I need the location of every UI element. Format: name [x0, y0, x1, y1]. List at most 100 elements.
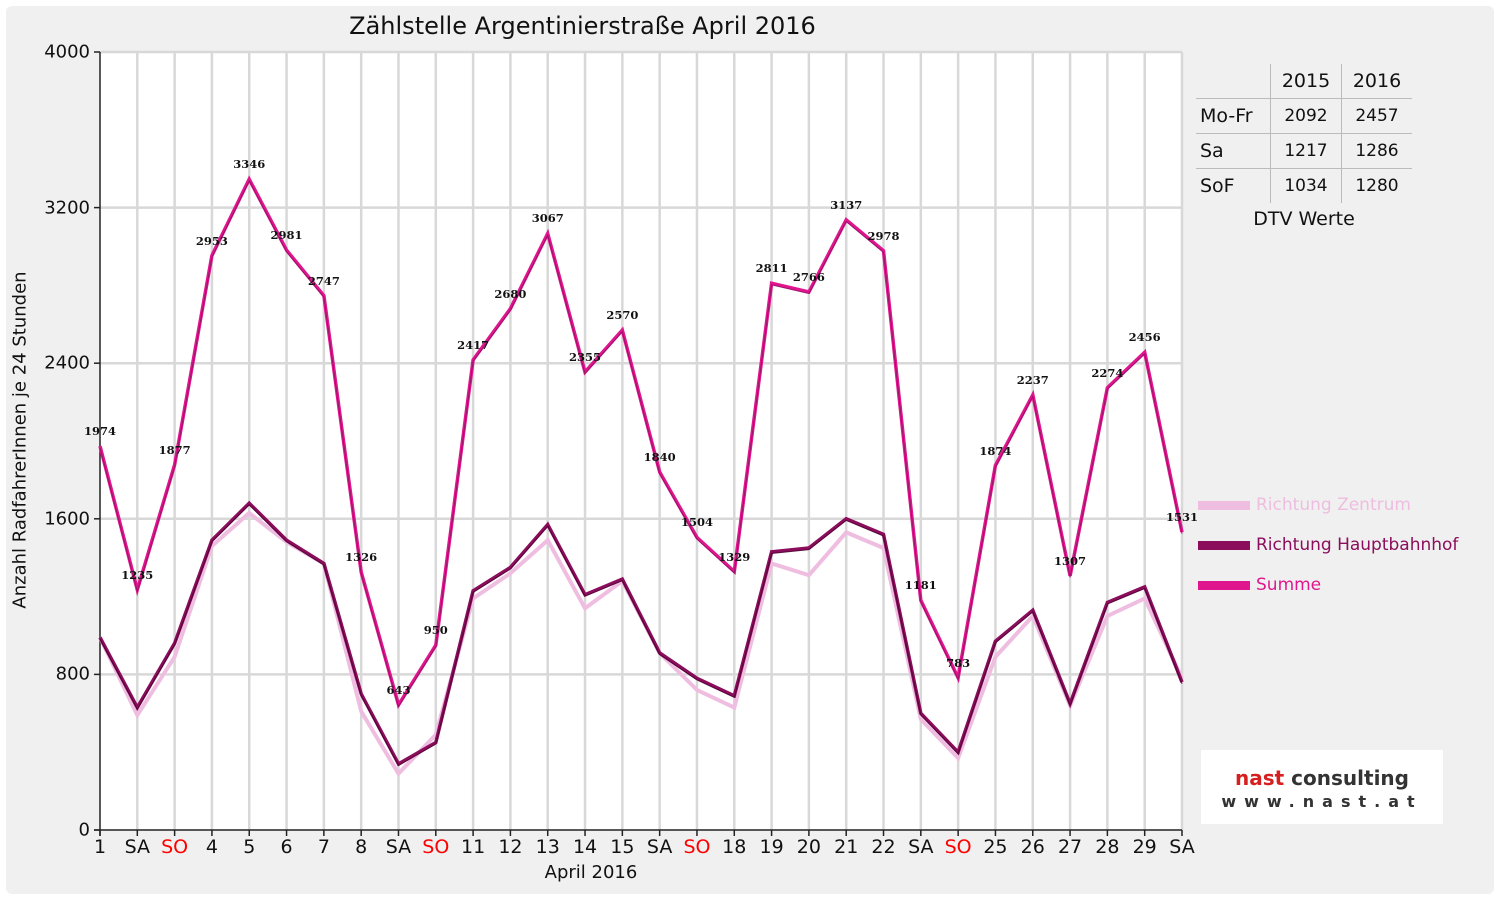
- data-label: 1235: [121, 567, 154, 582]
- data-label: 3137: [830, 197, 863, 212]
- dtv-row-sof: SoF 1034 1280: [1196, 168, 1412, 203]
- axes: [94, 51, 1183, 836]
- data-label: 1181: [904, 578, 937, 593]
- data-label: 2747: [307, 273, 340, 288]
- x-tick-label: 6: [280, 836, 293, 858]
- dtv-header-empty: [1196, 64, 1271, 99]
- dtv-row-sa: Sa 1217 1286: [1196, 133, 1412, 169]
- x-tick-label: 1: [93, 836, 107, 858]
- x-tick-label: 21: [834, 836, 859, 858]
- legend-swatch: [1198, 580, 1250, 590]
- data-label: 1326: [345, 550, 378, 565]
- dtv-header-2015: 2015: [1270, 64, 1342, 99]
- x-tick-label: 7: [317, 836, 330, 858]
- x-tick-label: 20: [796, 836, 821, 858]
- x-tick-label: SA: [908, 836, 934, 858]
- dtv-row-mofr: Mo-Fr 2092 2457: [1196, 98, 1412, 134]
- dtv-header-2016: 2016: [1341, 64, 1412, 99]
- data-label: 950: [423, 623, 448, 638]
- x-tick-label: 4: [205, 836, 218, 858]
- data-label: 1531: [1165, 510, 1199, 525]
- dtv-value-2015: 1217: [1270, 133, 1342, 169]
- y-tick-label: 1600: [44, 508, 90, 530]
- legend-label: Summe: [1256, 575, 1322, 595]
- y-tick-label: 4000: [44, 41, 90, 63]
- data-label: 2953: [195, 233, 228, 248]
- x-tick-label: 22: [871, 836, 896, 858]
- x-tick-label: 15: [610, 836, 635, 858]
- dtv-table: 2015 2016 Mo-Fr 2092 2457 Sa 1217 1286 S…: [1196, 64, 1412, 203]
- data-label: 2766: [792, 270, 825, 284]
- y-tick-label: 0: [78, 819, 90, 841]
- data-label: 783: [946, 655, 971, 670]
- x-tick-label: 27: [1057, 836, 1083, 858]
- logo-name: nast consulting: [1201, 766, 1443, 790]
- x-tick-label: SO: [683, 836, 711, 858]
- legend-label: Richtung Zentrum: [1256, 495, 1411, 515]
- data-label: 2355: [569, 349, 602, 364]
- legend-label: Richtung Hauptbahnhof: [1256, 535, 1459, 555]
- data-label: 1877: [158, 442, 191, 457]
- series-edge-summe: [99, 179, 1183, 708]
- data-label: 2570: [606, 308, 639, 323]
- data-label: 2811: [755, 261, 788, 276]
- legend-item-hauptbahnhof: Richtung Hauptbahnhof: [1198, 534, 1458, 556]
- dtv-value-2016: 1286: [1341, 133, 1412, 169]
- data-label: 2237: [1016, 372, 1049, 387]
- dtv-caption: DTV Werte: [1253, 208, 1355, 230]
- logo-name-part2: consulting: [1291, 766, 1409, 790]
- x-tick-label: 5: [243, 836, 256, 858]
- x-tick-label: 11: [461, 836, 486, 858]
- y-tick-label: 800: [55, 663, 90, 685]
- x-tick-label: 19: [759, 836, 784, 858]
- y-tick-label: 2400: [44, 352, 90, 374]
- series-edge-richtung-hauptbahnhof: [99, 504, 1183, 767]
- series-line-richtung-hauptbahnhof: [98, 500, 1184, 767]
- dtv-row-label: SoF: [1196, 168, 1271, 203]
- series-lines: [98, 175, 1184, 777]
- legend-item-summe: Summe: [1198, 574, 1321, 596]
- x-tick-label: SA: [646, 836, 673, 858]
- x-tick-label: 8: [355, 836, 368, 858]
- data-label: 2680: [494, 286, 527, 301]
- x-tick-label: SA: [1169, 836, 1195, 858]
- data-label: 2981: [270, 228, 303, 243]
- y-tick-label: 3200: [44, 197, 90, 219]
- data-label: 1329: [718, 549, 751, 564]
- legend-swatch: [1198, 500, 1250, 510]
- x-tick-label: SO: [161, 836, 189, 858]
- dtv-row-label: Mo-Fr: [1196, 98, 1271, 134]
- x-tick-label: 29: [1132, 836, 1157, 858]
- x-tick-label: 28: [1095, 836, 1120, 858]
- data-label: 2456: [1128, 330, 1161, 345]
- x-tick-label: 26: [1020, 836, 1045, 858]
- data-label: 1874: [979, 443, 1012, 458]
- dtv-value-2016: 2457: [1341, 98, 1412, 134]
- data-label: 3346: [233, 157, 266, 172]
- legend-swatch: [1198, 540, 1250, 550]
- x-tick-label: 25: [983, 836, 1008, 858]
- x-tick-label: 12: [498, 836, 523, 858]
- x-tick-label: SO: [944, 836, 972, 858]
- data-label: 2274: [1091, 365, 1124, 380]
- dtv-row-label: Sa: [1196, 133, 1271, 169]
- nast-consulting-logo: nast consulting www.nast.at: [1201, 750, 1443, 824]
- dtv-header-row: 2015 2016: [1196, 64, 1412, 99]
- x-tick-label: 13: [535, 836, 560, 858]
- chart-title: Zählstelle Argentinierstraße April 2016: [349, 12, 816, 40]
- data-label: 643: [386, 682, 411, 697]
- x-tick-label: 18: [722, 836, 747, 858]
- data-label: 3067: [531, 211, 564, 226]
- y-axis-label: Anzahl RadfahrerInnen je 24 Stunden: [9, 271, 31, 609]
- legend-item-zentrum: Richtung Zentrum: [1198, 494, 1411, 516]
- data-label: 2417: [457, 337, 490, 352]
- logo-url: www.nast.at: [1221, 792, 1423, 811]
- data-label: 2978: [867, 228, 900, 243]
- data-label: 1840: [643, 450, 676, 465]
- dtv-value-2016: 1280: [1341, 168, 1412, 203]
- dtv-value-2015: 1034: [1270, 168, 1342, 203]
- data-label: 1974: [83, 424, 117, 439]
- x-tick-label: SA: [385, 836, 412, 858]
- data-label: 1504: [680, 515, 713, 530]
